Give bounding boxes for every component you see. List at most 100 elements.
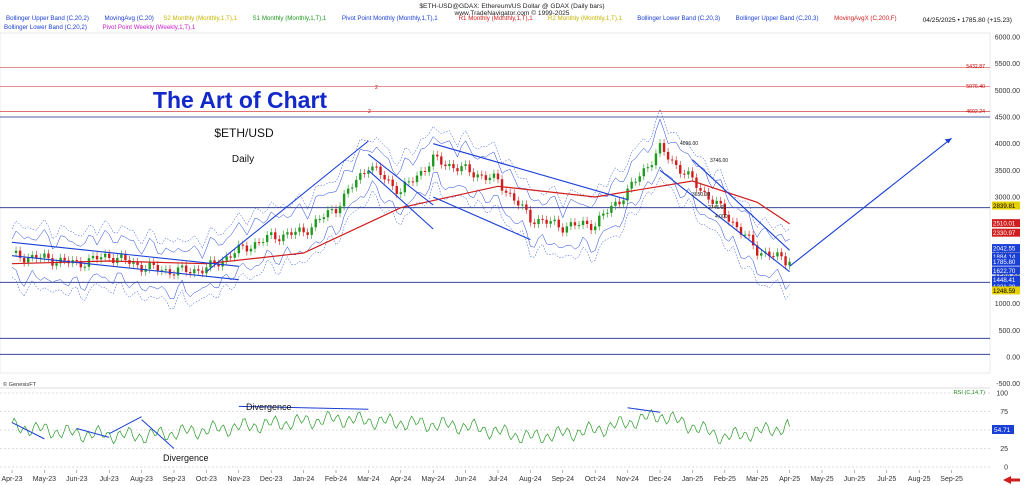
candle-body [310, 227, 313, 235]
time-tick-label: Nov-23 [228, 476, 251, 483]
candle-body [776, 252, 779, 257]
candle-body [55, 263, 58, 266]
legend-entry: R1 Monthly (Monthly,1,T),1 [459, 15, 534, 22]
candle-body [634, 181, 637, 183]
price-tick-label: 1000.00 [995, 301, 1020, 308]
candle-body [768, 251, 771, 257]
candle-body [43, 253, 46, 258]
legend-entry: MovingAvgX (C,200,F) [834, 15, 896, 22]
candle-body [51, 258, 54, 266]
candle-body [225, 256, 228, 261]
divergence-top-label: Divergence [246, 402, 292, 412]
time-axis: Apr-23 May-23 Jun-23 Jul-23 Aug-23 Sep-23 Oct-… [1, 470, 963, 483]
rsi-divergence-lines [11, 405, 661, 449]
candle-body [387, 179, 390, 181]
time-tick-label: Aug-24 [519, 476, 542, 483]
candle-body [703, 190, 706, 192]
candle-body [120, 254, 123, 258]
candle-body [492, 173, 496, 178]
candle-body [371, 166, 374, 171]
rsi-tick-label: 0 [1004, 465, 1008, 472]
rsi-divergence-line [627, 407, 661, 413]
candle-body [87, 258, 91, 267]
time-tick-label: Jul-24 [488, 476, 507, 483]
candle-body [351, 187, 354, 189]
candle-body [521, 204, 524, 206]
candle-body [160, 270, 164, 272]
trend-line [659, 169, 790, 273]
price-tag [992, 275, 1020, 284]
trend-lines [11, 137, 952, 281]
candle-body [630, 181, 633, 189]
candle-body [480, 174, 483, 176]
horizontal-levels [0, 66, 990, 355]
candle-body [496, 173, 500, 180]
candle-body [666, 151, 670, 160]
candle-body [468, 164, 471, 173]
time-tick-label: Oct-24 [585, 476, 606, 483]
candle-body [537, 218, 540, 225]
candle-body [221, 260, 224, 267]
candle-body [687, 171, 690, 175]
scroll-arrow-icon[interactable] [1003, 476, 1020, 484]
candle-body [638, 176, 641, 182]
candle-body [780, 252, 783, 257]
candle-body [577, 225, 581, 227]
candle-body [116, 257, 119, 264]
time-tick-label: Apr-23 [1, 476, 22, 483]
candle-body [282, 234, 285, 242]
moving-average-200-line [11, 180, 790, 265]
candle-body [508, 192, 512, 194]
candle-body [63, 257, 66, 261]
time-tick-label: Apr-25 [779, 476, 800, 483]
candle-body [156, 264, 159, 272]
last-price-readout: 04/25/2025 • 1785.80 (+15.23) [923, 17, 1012, 24]
time-tick-label: Feb-25 [714, 476, 736, 483]
candle-body [189, 272, 192, 274]
candle-body [180, 265, 184, 268]
rsi-divergence-line [76, 428, 110, 438]
candle-body [213, 260, 216, 264]
price-tick-label: 6000.00 [995, 35, 1020, 42]
candle-body [622, 200, 625, 205]
rsi-value-tag [992, 425, 1014, 434]
candle-body [140, 265, 143, 272]
candle-body [184, 265, 188, 273]
candle-body [22, 257, 26, 263]
trend-line [206, 140, 369, 273]
legend-entry: MovingAvg (C,20) [104, 15, 153, 22]
rsi-divergence-line [108, 416, 142, 435]
candle-body [476, 174, 479, 178]
price-tag [992, 252, 1020, 261]
trend-line [432, 196, 531, 241]
candle-body [103, 253, 107, 258]
rsi-tick-label: 25 [1000, 446, 1008, 453]
time-tick-label: Jan-24 [293, 476, 315, 483]
candle-body [606, 212, 609, 214]
candle-body [95, 255, 99, 260]
candle-body [743, 234, 747, 236]
candle-body [541, 218, 544, 220]
candle-body [47, 253, 50, 259]
candle-body [237, 244, 240, 254]
trend-line [368, 169, 434, 230]
candle-body [415, 175, 419, 183]
candle-body [626, 188, 629, 201]
candle-body [136, 261, 139, 266]
candle-body [407, 181, 411, 183]
mid-label-b: 2745.65 [708, 205, 726, 211]
candle-body [444, 164, 447, 167]
candle-body [517, 200, 520, 206]
rsi-axis: 1007550250 [0, 391, 1008, 472]
candle-body [270, 232, 273, 235]
candle-body [565, 226, 569, 233]
candle-body [75, 260, 78, 262]
price-tag [992, 266, 1020, 275]
candle-body [83, 266, 87, 268]
candle-body [278, 239, 281, 242]
candle-body [399, 192, 402, 194]
time-tick-label: May-23 [33, 476, 56, 483]
candle-body [427, 166, 431, 172]
time-tick-label: Jun-25 [844, 476, 866, 483]
price-panel-frame [0, 32, 991, 374]
